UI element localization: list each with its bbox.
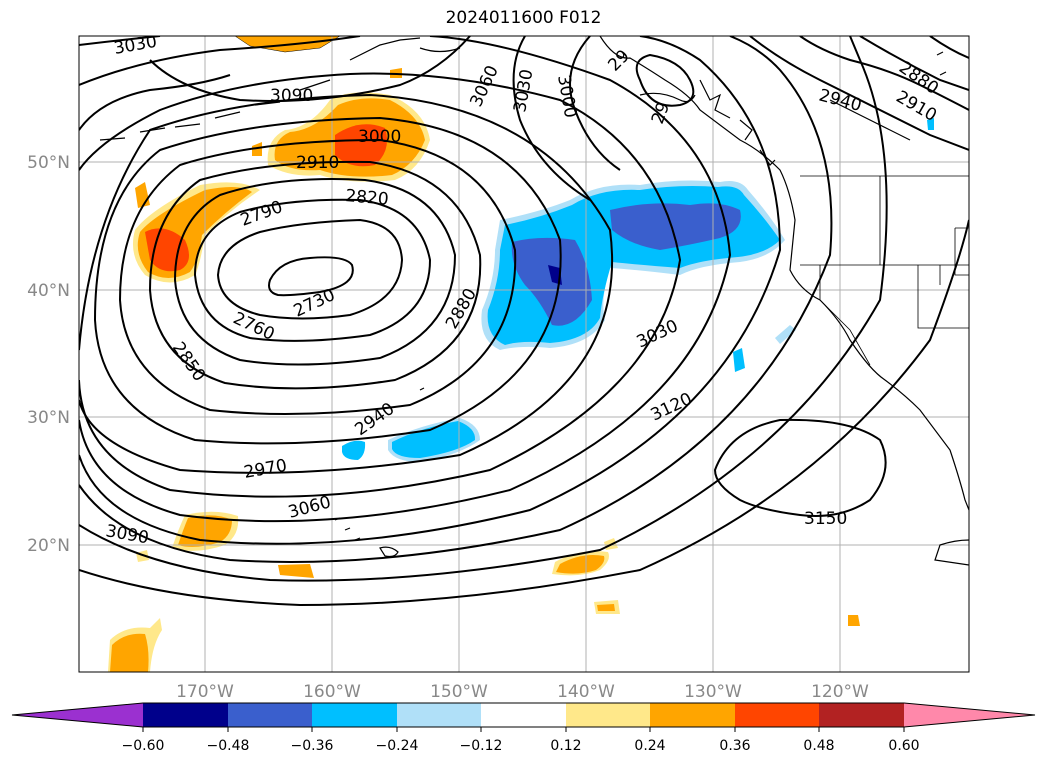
contour-label: 2910 — [296, 153, 339, 173]
lon-label: 120°W — [811, 682, 869, 702]
colorbar-tick-label: 0.60 — [888, 738, 919, 754]
colorbar-tick-label: −0.60 — [122, 738, 165, 754]
colorbar-segment — [566, 703, 650, 727]
latitude-labels: 50°N 40°N 30°N 20°N — [27, 153, 70, 556]
colorbar-tick-label: 0.48 — [803, 738, 834, 754]
contour-label: 3090 — [270, 86, 313, 106]
colorbar-tick-label: −0.12 — [460, 738, 503, 754]
lon-label: 150°W — [430, 682, 488, 702]
colorbar: −0.60 −0.48 −0.36 −0.24 −0.12 0.12 0.24 … — [11, 702, 1036, 754]
colorbar-segment — [819, 703, 904, 727]
lat-label: 50°N — [27, 153, 70, 173]
colorbar-segment — [143, 703, 228, 727]
colorbar-segment — [228, 703, 312, 727]
contour-label: 3000 — [358, 127, 401, 147]
longitude-labels: 170°W 160°W 150°W 140°W 130°W 120°W — [176, 682, 869, 702]
lat-label: 30°N — [27, 408, 70, 428]
lon-label: 170°W — [176, 682, 234, 702]
cold-shading — [342, 118, 934, 462]
colorbar-segment — [397, 703, 481, 727]
colorbar-segment — [735, 703, 819, 727]
colorbar-segment — [481, 703, 566, 727]
colorbar-tick-label: 0.12 — [550, 738, 581, 754]
contour-label: 3150 — [804, 509, 847, 529]
colorbar-tick-label: 0.36 — [719, 738, 750, 754]
colorbar-min-extension — [12, 703, 143, 727]
height-contours — [79, 36, 969, 607]
lat-label: 20°N — [27, 536, 70, 556]
map-canvas: 3030 3090 3060 3030 3000 2940 2880 2910 … — [79, 32, 969, 672]
colorbar-segment — [650, 703, 735, 727]
lon-label: 130°W — [684, 682, 742, 702]
colorbar-tick-label: 0.24 — [634, 738, 665, 754]
map-title: 2024011600 F012 — [445, 8, 602, 28]
colorbar-tick-label: −0.24 — [376, 738, 419, 754]
contour-label: 2820 — [345, 186, 390, 210]
lon-label: 160°W — [303, 682, 361, 702]
lon-label: 140°W — [557, 682, 615, 702]
map-frame — [78, 35, 970, 673]
colorbar-segment — [312, 703, 397, 727]
lat-label: 40°N — [27, 281, 70, 301]
colorbar-max-extension — [904, 703, 1035, 727]
colorbar-tick-label: −0.48 — [207, 738, 250, 754]
contour-label: 3030 — [112, 32, 158, 59]
colorbar-tick-label: −0.36 — [291, 738, 334, 754]
